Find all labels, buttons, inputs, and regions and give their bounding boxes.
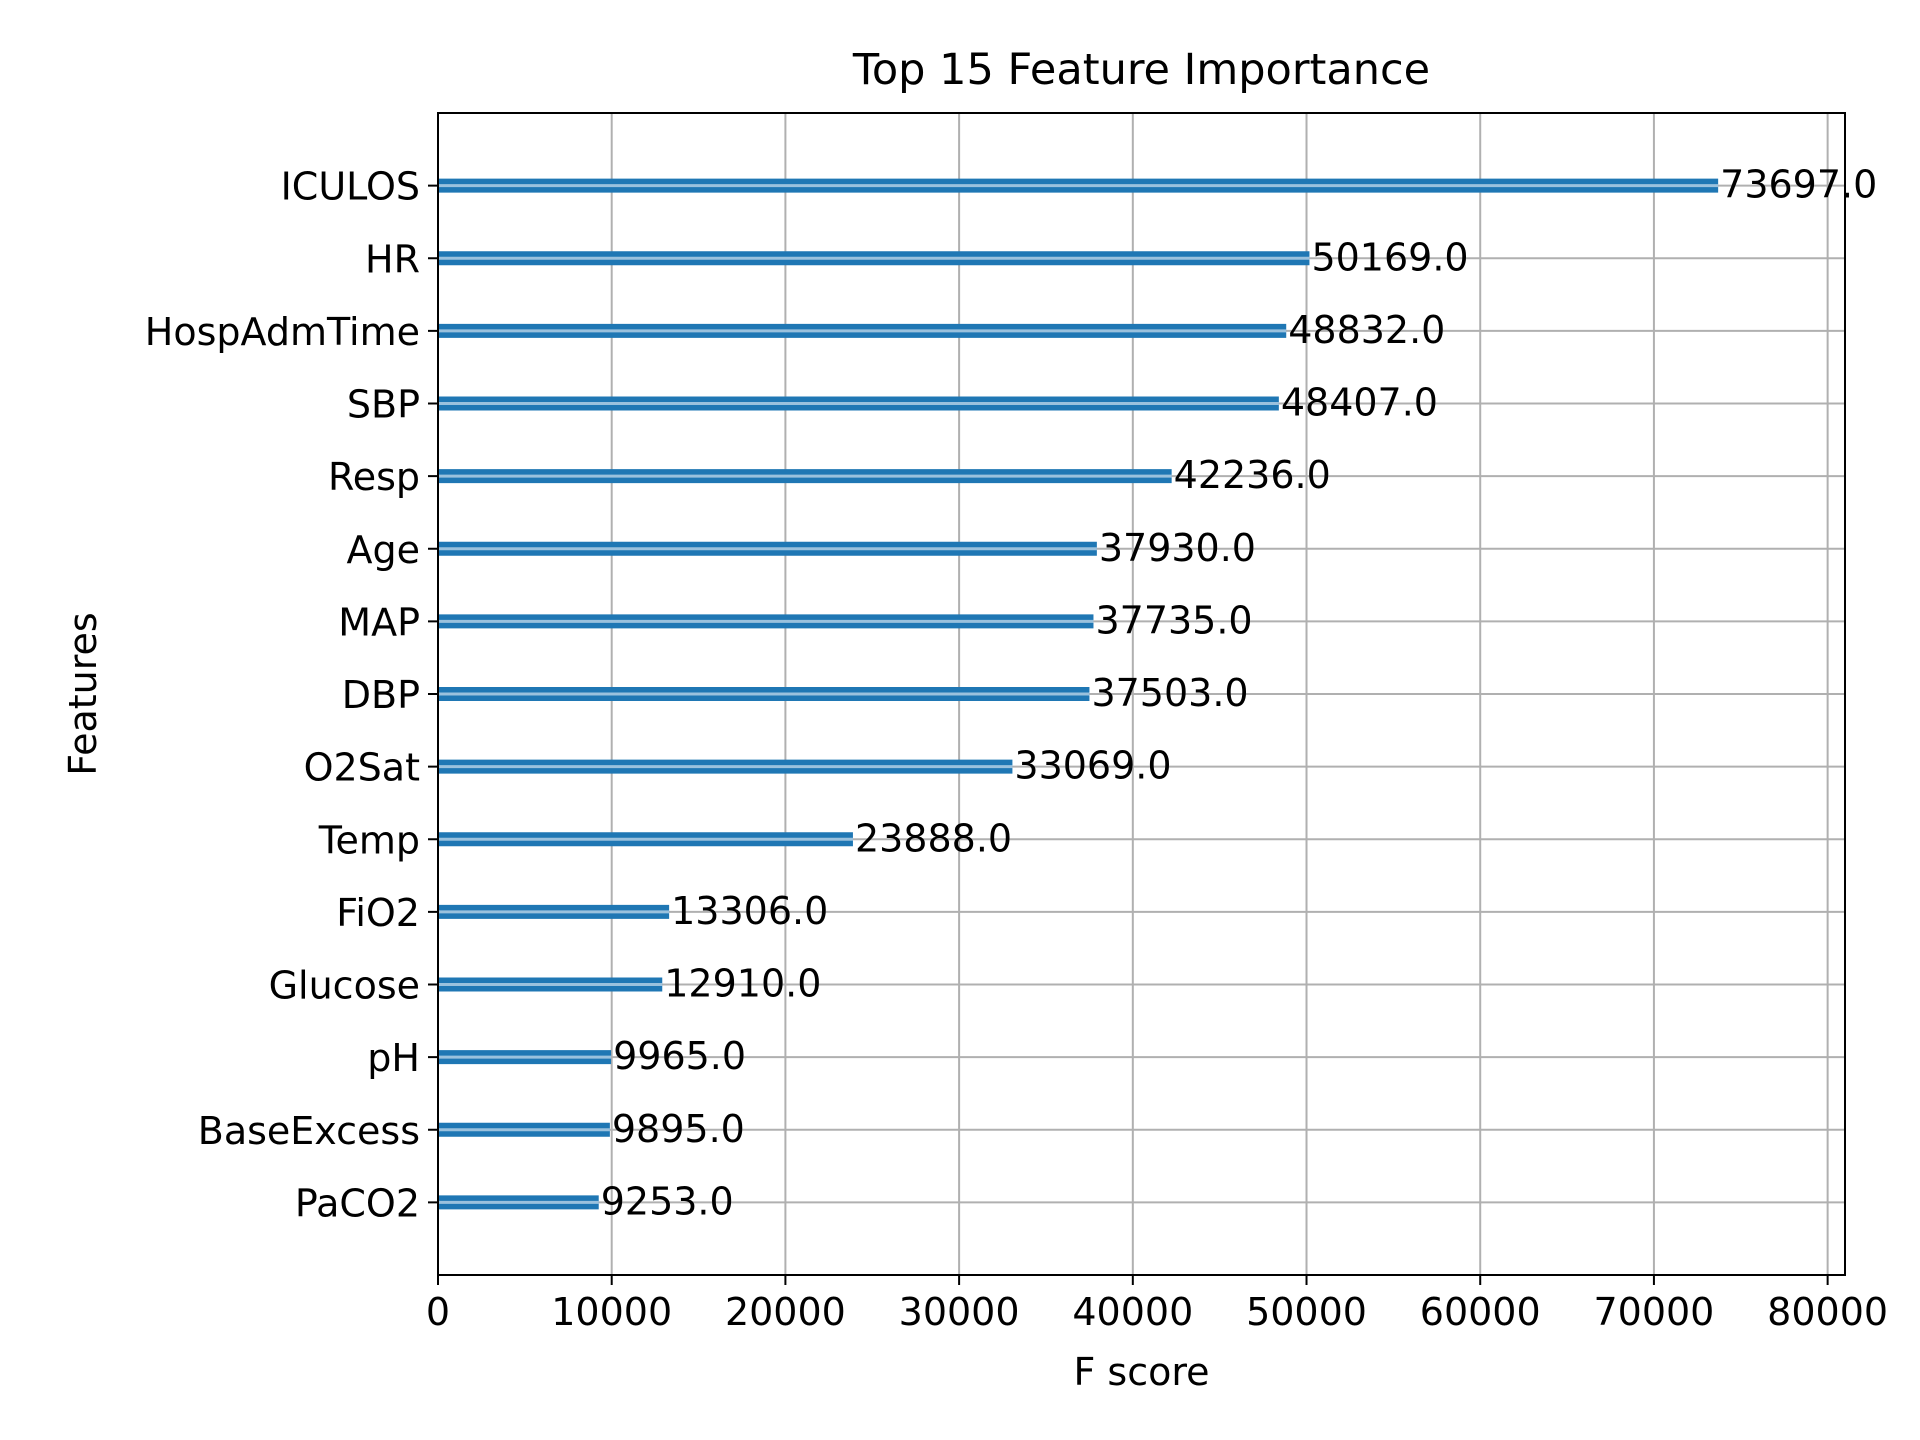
chart-title: Top 15 Feature Importance	[852, 45, 1430, 95]
bar-value-label: 73697.0	[1720, 163, 1877, 207]
bar-value-label: 37930.0	[1099, 526, 1256, 570]
y-tick-label: MAP	[338, 600, 420, 644]
bar-value-label: 9253.0	[601, 1179, 734, 1223]
bar-value-label: 9965.0	[613, 1034, 746, 1078]
y-tick-label: Age	[347, 528, 421, 572]
y-tick-label: Resp	[328, 455, 420, 499]
y-tick-label: FiO2	[336, 891, 420, 935]
y-tick-label: HR	[365, 237, 420, 281]
x-tick-label: 0	[426, 1290, 450, 1334]
bar-value-label: 50169.0	[1311, 235, 1468, 279]
bar-value-label: 33069.0	[1014, 744, 1171, 788]
x-tick-label: 40000	[1072, 1290, 1193, 1334]
y-tick-label: pH	[367, 1036, 420, 1080]
y-tick-label: DBP	[342, 673, 420, 717]
y-tick-label: BaseExcess	[198, 1109, 420, 1153]
bar-value-label: 13306.0	[671, 889, 828, 933]
bar-value-label: 48832.0	[1288, 308, 1445, 352]
y-tick-label: PaCO2	[295, 1181, 420, 1225]
x-tick-label: 80000	[1767, 1290, 1888, 1334]
x-axis-label: F score	[1073, 1350, 1209, 1394]
x-tick-label: 20000	[725, 1290, 846, 1334]
y-tick-label: Temp	[318, 818, 420, 862]
axis-ticks: 0 10000 20000 30000 40000 50000 60000 70000 8000…	[145, 165, 1888, 1334]
bar-value-label: 12910.0	[664, 962, 821, 1006]
x-tick-label: 10000	[551, 1290, 672, 1334]
y-tick-label: ICULOS	[281, 165, 420, 209]
bar-value-label: 37735.0	[1095, 598, 1252, 642]
x-tick-label: 50000	[1246, 1290, 1367, 1334]
bar-value-label: 37503.0	[1091, 671, 1248, 715]
y-tick-label: SBP	[347, 383, 420, 427]
bar-value-label: 9895.0	[612, 1107, 745, 1151]
bar-value-label: 48407.0	[1281, 381, 1438, 425]
y-tick-label: Glucose	[269, 964, 420, 1008]
x-tick-label: 30000	[899, 1290, 1020, 1334]
y-tick-label: O2Sat	[304, 746, 420, 790]
y-axis-label: Features	[61, 612, 105, 775]
x-tick-label: 60000	[1420, 1290, 1541, 1334]
bar-value-label: 23888.0	[855, 816, 1012, 860]
y-tick-label: HospAdmTime	[145, 310, 420, 354]
bar-value-label: 42236.0	[1174, 453, 1331, 497]
bars: 73697.0 50169.0 48832.0 48407.0 42236.0 37930…	[438, 163, 1877, 1223]
x-tick-label: 70000	[1593, 1290, 1714, 1334]
